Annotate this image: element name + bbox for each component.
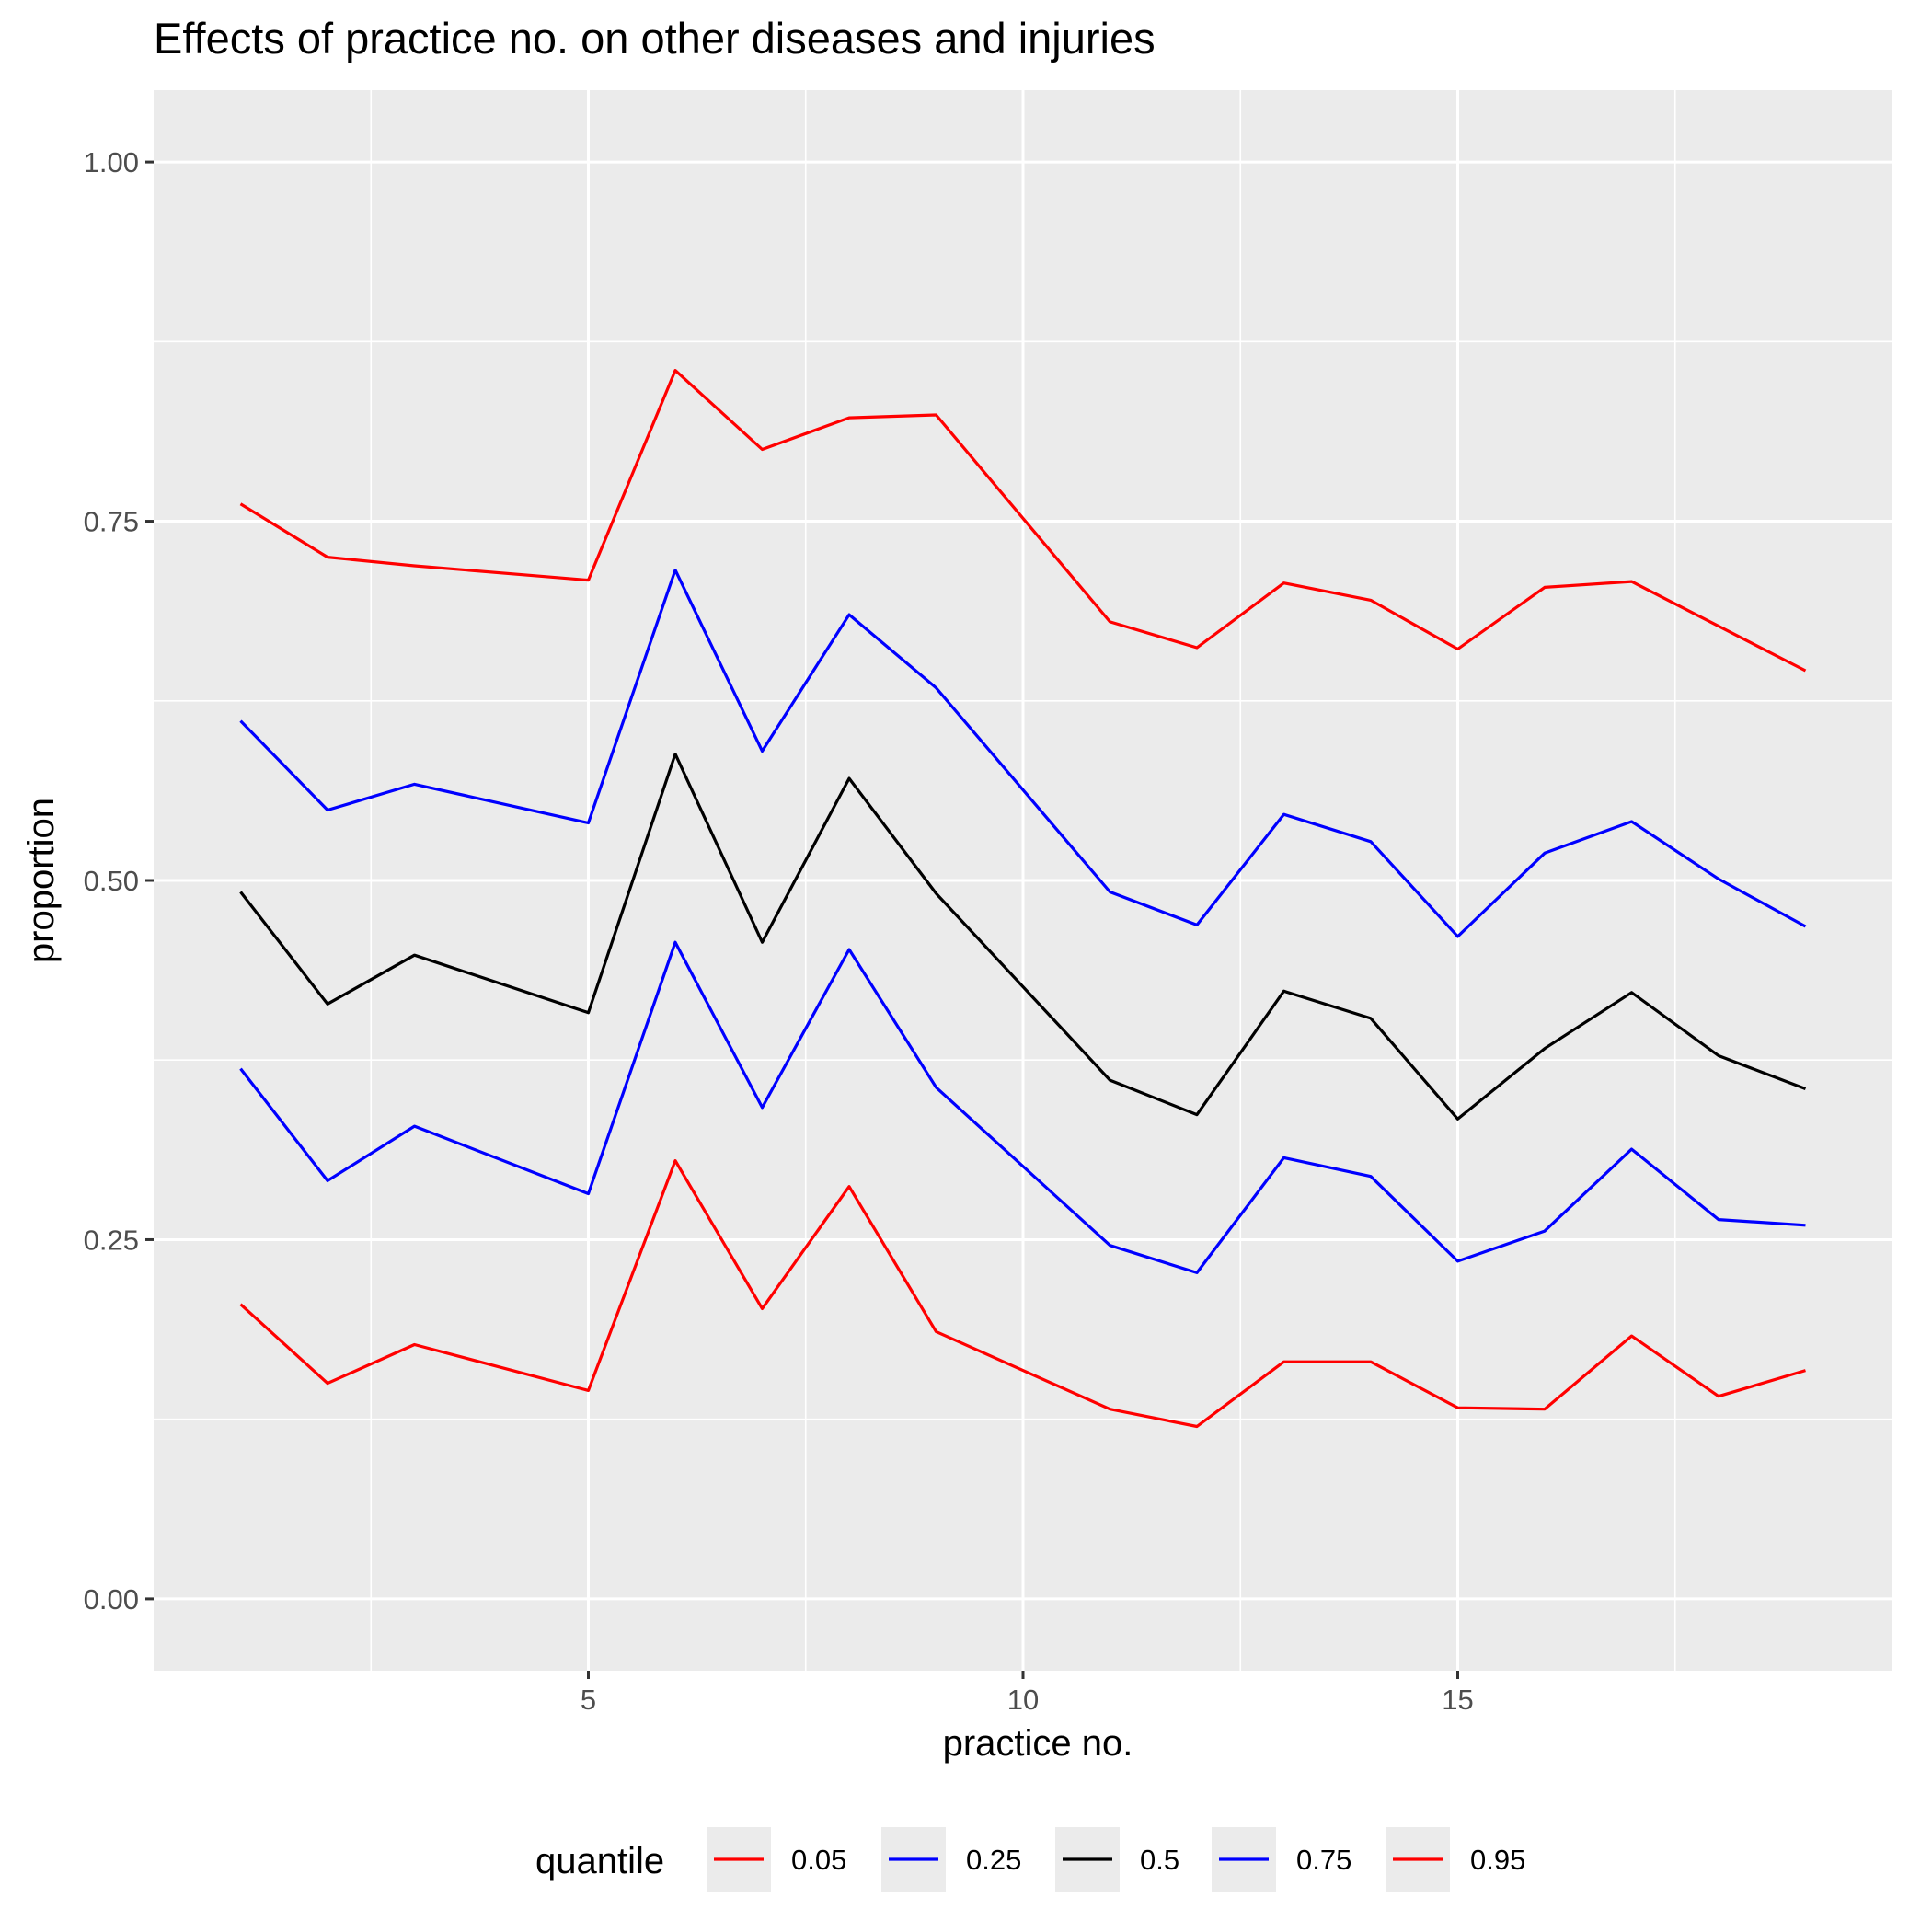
- series-line-0-75: [239, 568, 1807, 938]
- y-axis-title: proportion: [21, 798, 62, 963]
- legend-title: quantile: [535, 1841, 664, 1881]
- y-tick-label: 0.75: [84, 506, 139, 538]
- legend-label: 0.25: [966, 1844, 1021, 1876]
- y-tick-label: 1.00: [84, 146, 139, 178]
- x-tick-label: 15: [1442, 1684, 1473, 1716]
- y-tick-label: 0.25: [84, 1224, 139, 1256]
- legend-label: 0.95: [1470, 1844, 1525, 1876]
- legend: quantile 0.05 0.25 0.5 0.75 0.95: [535, 1827, 1525, 1892]
- chart-title: Effects of practice no. on other disease…: [154, 14, 1156, 63]
- series-lines: [239, 369, 1807, 1429]
- legend-label: 0.5: [1140, 1844, 1179, 1876]
- series-line-0-25: [239, 940, 1806, 1275]
- tick-labels: 5 10 15 0.00 0.25 0.50 0.75 1.00: [84, 146, 1474, 1716]
- y-tick-label: 0.00: [84, 1583, 139, 1616]
- axis-ticks: [145, 160, 1459, 1679]
- x-tick-label: 5: [581, 1684, 596, 1716]
- series-line-0-95: [239, 369, 1807, 673]
- legend-items: 0.05 0.25 0.5 0.75 0.95: [707, 1827, 1525, 1892]
- legend-label: 0.75: [1296, 1844, 1351, 1876]
- y-tick-label: 0.50: [84, 865, 139, 897]
- series-line-0-05: [239, 1158, 1806, 1429]
- x-tick-label: 10: [1007, 1684, 1039, 1716]
- x-axis-title: practice no.: [943, 1723, 1133, 1764]
- legend-label: 0.05: [791, 1844, 846, 1876]
- series-line-0-5: [239, 752, 1807, 1121]
